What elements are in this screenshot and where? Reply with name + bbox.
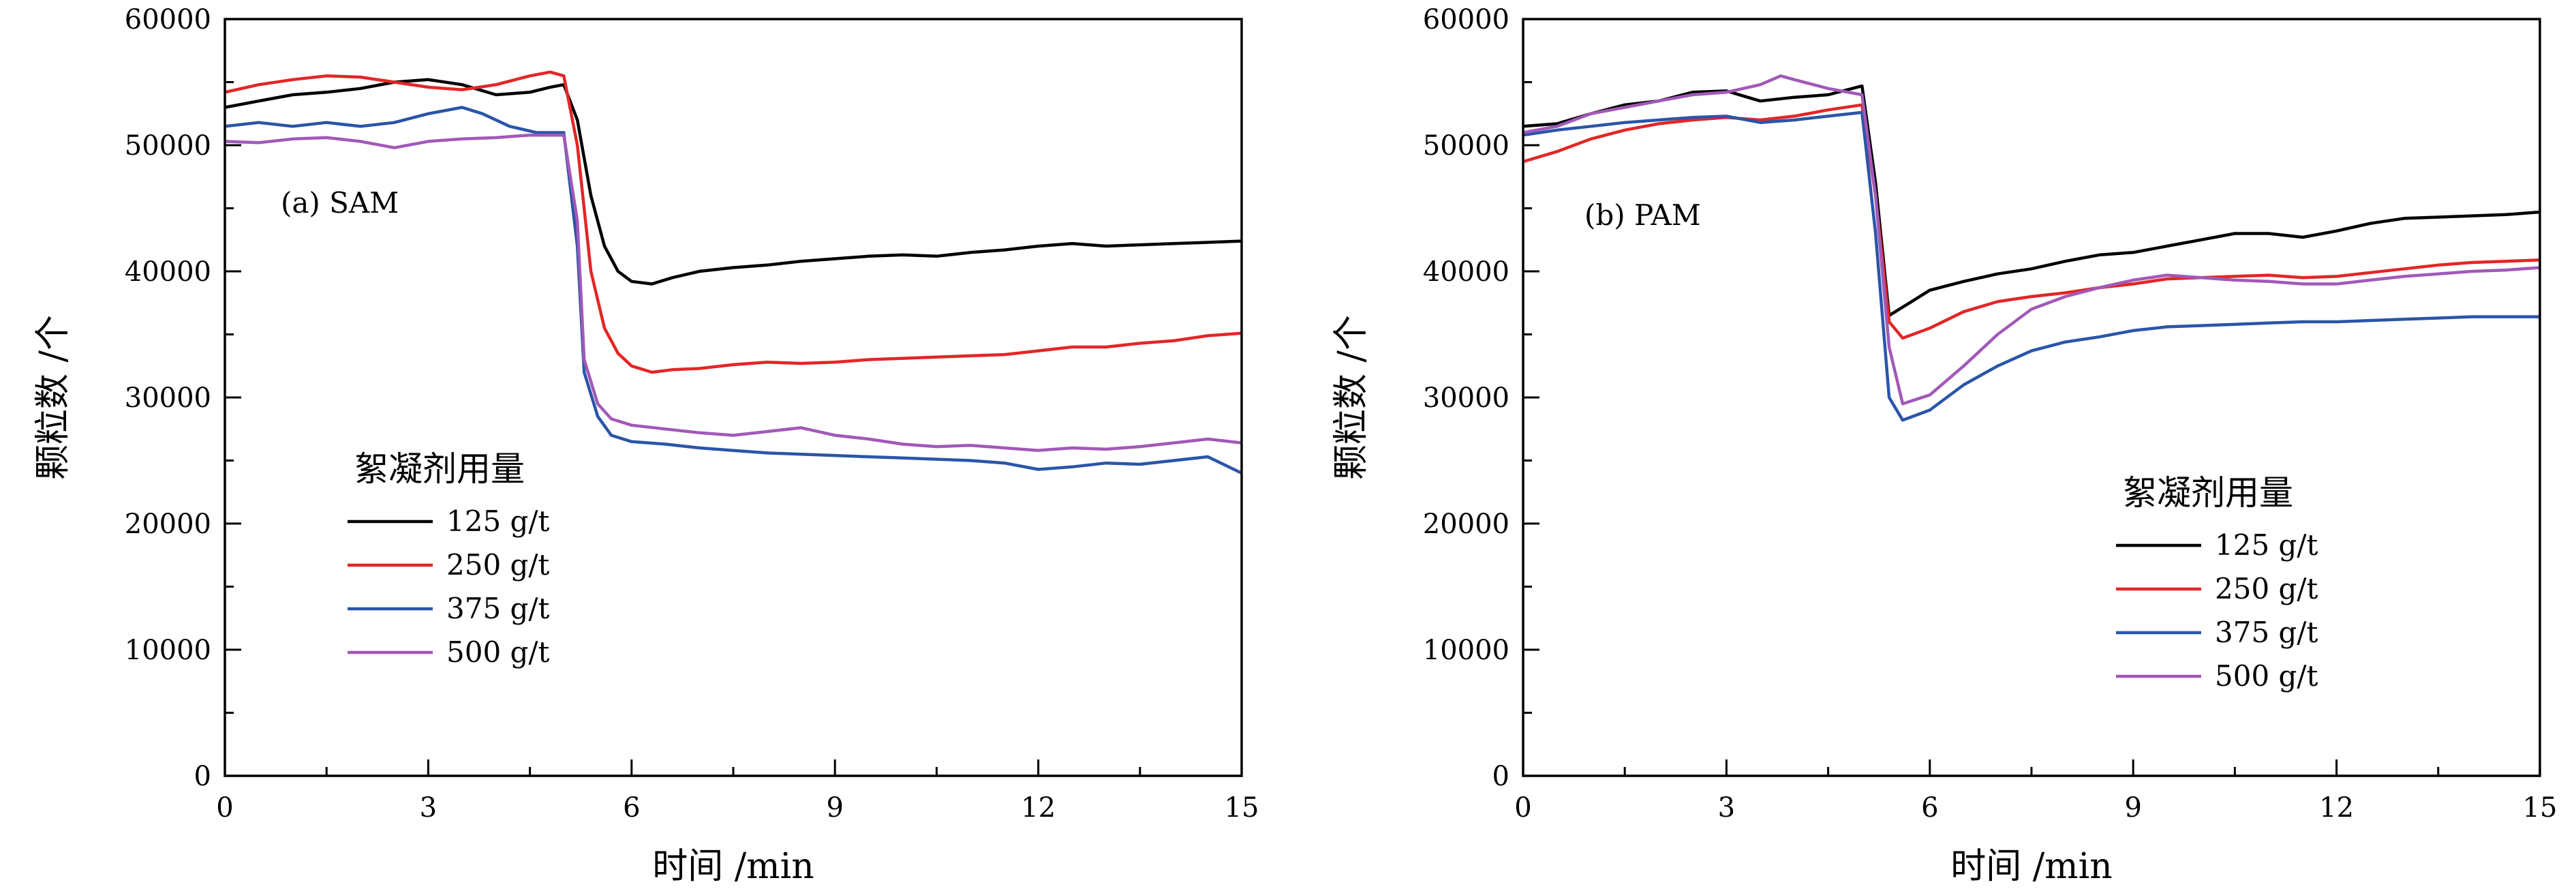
plot-frame (1522, 18, 2541, 777)
legend-title: 絮凝剂用量 (2123, 473, 2293, 513)
x-tick-label: 6 (623, 792, 640, 824)
legend-label: 500 g/t (446, 635, 550, 669)
y-tick-label: 20000 (125, 509, 211, 540)
legend: 絮凝剂用量 125 g/t 250 g/t 375 g/t 500 g/t (2116, 473, 2318, 693)
legend: 絮凝剂用量 125 g/t 250 g/t 375 g/t 500 g/t (348, 449, 550, 669)
x-axis-title: 时间 /min (1950, 846, 2112, 887)
y-tick-label: 10000 (125, 635, 211, 666)
x-tick-label: 15 (2523, 792, 2558, 824)
chart-panel-1: 0 3 6 9 12 15 0 10000 20000 30000 40000 50000 60000 时… (33, 4, 1259, 887)
legend-label: 375 g/t (446, 592, 550, 625)
legend-label: 500 g/t (2215, 659, 2318, 693)
y-tick-label: 40000 (125, 256, 211, 288)
legend-label: 250 g/t (2215, 572, 2318, 605)
series-line-375-g-t (1522, 110, 2540, 422)
legend-label: 250 g/t (446, 548, 550, 582)
y-tick-label: 60000 (1423, 4, 1509, 35)
x-tick-label: 9 (826, 792, 843, 824)
legend-title: 絮凝剂用量 (354, 449, 525, 489)
y-tick-label: 10000 (1423, 635, 1509, 666)
panel-label: (a) SAM (281, 186, 399, 220)
y-tick-label: 50000 (125, 130, 211, 162)
x-tick-label: 9 (2124, 792, 2141, 824)
y-tick-label: 30000 (1423, 382, 1509, 414)
series-line-125-g-t (224, 78, 1242, 286)
y-tick-label: 20000 (1423, 509, 1509, 540)
x-tick-label: 6 (1921, 792, 1938, 824)
x-tick-label: 12 (1021, 792, 1056, 824)
panel-label: (b) PAM (1584, 198, 1701, 232)
y-tick-label: 0 (1492, 761, 1509, 792)
legend-label: 375 g/t (2215, 616, 2318, 649)
legend-label: 125 g/t (2215, 528, 2318, 562)
y-tick-label: 50000 (1423, 130, 1509, 162)
chart-panel-2: 0 3 6 9 12 15 0 10000 20000 30000 40000 50000 60000 时… (1331, 4, 2557, 887)
y-tick-label: 30000 (125, 382, 211, 414)
x-tick-label: 15 (1225, 792, 1259, 824)
y-tick-label: 0 (194, 761, 211, 792)
series-line-125-g-t (1522, 84, 2541, 318)
series-line-500-g-t (1522, 74, 2541, 406)
series-line-250-g-t (224, 70, 1242, 374)
plot-frame (224, 18, 1243, 777)
x-tick-label: 3 (1718, 792, 1735, 824)
x-tick-label: 0 (216, 792, 233, 824)
y-axis-title: 颗粒数 /个 (1331, 315, 1372, 480)
x-tick-label: 12 (2319, 792, 2354, 824)
x-axis-title: 时间 /min (652, 846, 814, 887)
y-tick-label: 60000 (125, 4, 211, 35)
legend-label: 125 g/t (446, 504, 550, 538)
series-line-500-g-t (224, 133, 1242, 452)
series-line-375-g-t (224, 106, 1242, 475)
x-tick-label: 3 (420, 792, 437, 824)
y-axis-title: 颗粒数 /个 (33, 315, 74, 480)
x-tick-label: 0 (1514, 792, 1531, 824)
y-tick-label: 40000 (1423, 256, 1509, 288)
series-line-250-g-t (1522, 103, 2541, 340)
